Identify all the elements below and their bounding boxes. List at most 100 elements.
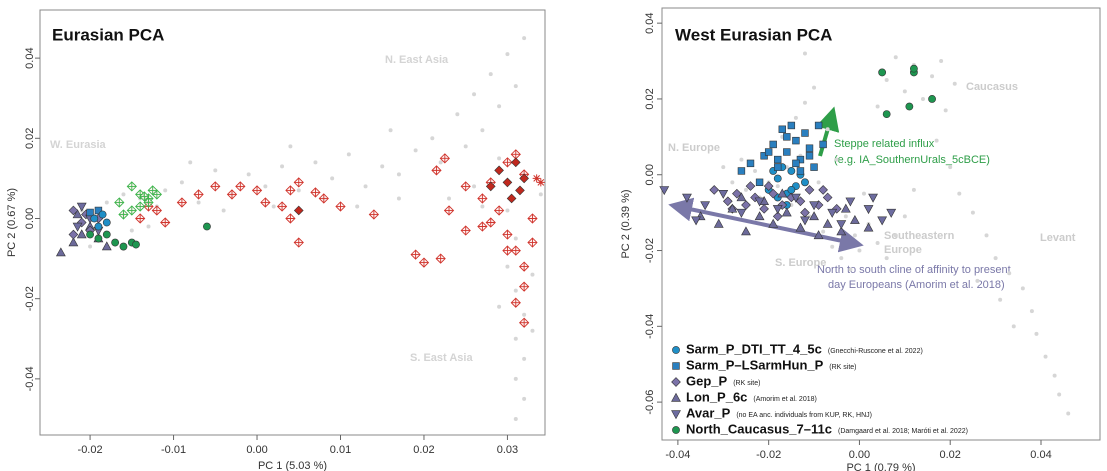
point xyxy=(868,193,878,203)
point xyxy=(691,216,701,226)
background-point xyxy=(363,184,368,189)
plot-frame xyxy=(39,9,546,436)
y-tick-label: -0.02 xyxy=(24,286,36,311)
point xyxy=(418,257,430,268)
background-point xyxy=(88,244,93,249)
background-point xyxy=(902,89,907,94)
background-point xyxy=(1052,373,1057,378)
background-point xyxy=(505,264,510,269)
point xyxy=(741,226,751,236)
point xyxy=(276,201,288,212)
background-point xyxy=(330,176,335,181)
point xyxy=(769,140,777,149)
point xyxy=(518,261,530,272)
point xyxy=(774,163,782,171)
background-point xyxy=(129,228,134,233)
background-point xyxy=(522,36,527,41)
point xyxy=(94,234,103,243)
background-point xyxy=(480,128,485,133)
background-point xyxy=(902,214,907,219)
point xyxy=(151,205,162,216)
x-tick-label: 0.00 xyxy=(849,449,870,461)
steppe-arrow xyxy=(816,106,840,157)
point xyxy=(510,297,521,308)
point xyxy=(510,245,521,256)
background-point xyxy=(396,172,401,177)
background-point xyxy=(146,224,151,229)
point xyxy=(672,362,680,370)
point xyxy=(68,237,79,247)
point xyxy=(176,197,188,208)
background-point xyxy=(355,204,360,209)
background-point xyxy=(884,256,889,261)
point xyxy=(745,181,756,191)
point xyxy=(772,205,783,215)
point xyxy=(727,203,738,213)
point xyxy=(754,211,765,221)
point xyxy=(515,185,525,196)
point xyxy=(118,209,129,220)
background-point xyxy=(802,100,807,105)
point xyxy=(886,208,897,218)
x-tick-label: 0.00 xyxy=(246,444,267,456)
point xyxy=(718,189,729,199)
point xyxy=(55,247,66,257)
background-point xyxy=(472,184,477,189)
background-point xyxy=(104,200,109,205)
point xyxy=(460,225,471,236)
point xyxy=(410,249,421,260)
background-point xyxy=(1029,309,1034,314)
background-point xyxy=(775,184,780,189)
point xyxy=(72,222,83,232)
point xyxy=(102,218,111,227)
point xyxy=(235,181,246,192)
background-point xyxy=(246,172,251,177)
point xyxy=(260,197,271,208)
point xyxy=(809,201,819,211)
background-point xyxy=(447,196,452,201)
point xyxy=(126,181,137,192)
background-point xyxy=(497,304,502,309)
point xyxy=(768,188,779,199)
point xyxy=(193,189,204,200)
background-point xyxy=(821,229,826,234)
annotation: day Europeans (Amorim et al. 2018) xyxy=(828,279,1005,291)
point xyxy=(818,185,828,195)
point xyxy=(76,229,87,239)
point xyxy=(783,148,791,156)
point xyxy=(840,203,851,213)
background-point xyxy=(213,168,218,173)
point xyxy=(493,205,505,216)
legend-reference: (RK site) xyxy=(733,380,760,387)
series xyxy=(86,222,211,251)
background-point xyxy=(970,210,975,215)
point xyxy=(777,200,788,210)
point xyxy=(477,221,488,232)
point xyxy=(768,218,779,228)
point xyxy=(795,222,806,232)
point xyxy=(787,121,796,130)
point xyxy=(736,208,747,218)
legend-item: Sarm_P–LSarmHun_P (RK site) xyxy=(672,357,857,372)
background-point xyxy=(530,328,535,333)
background-point xyxy=(1007,271,1012,276)
point xyxy=(203,222,211,231)
background-point xyxy=(388,128,393,133)
y-axis-label: PC 2 (0.39 %) xyxy=(620,189,632,258)
background-point xyxy=(975,278,980,283)
background-point xyxy=(505,52,510,57)
annotation: W. Eurasia xyxy=(50,139,107,151)
x-tick-label: -0.01 xyxy=(161,444,186,456)
point xyxy=(877,216,888,226)
point xyxy=(527,237,538,248)
background-point xyxy=(852,233,857,238)
point xyxy=(210,181,221,192)
annotation: N. Europe xyxy=(668,142,720,154)
point xyxy=(772,211,783,222)
background-point xyxy=(721,165,726,170)
series xyxy=(709,181,842,222)
series xyxy=(86,206,103,217)
legend-label: Sarm_P–LSarmHun_P xyxy=(686,357,824,372)
point xyxy=(143,197,154,208)
legend-label: Avar_P xyxy=(686,405,731,420)
